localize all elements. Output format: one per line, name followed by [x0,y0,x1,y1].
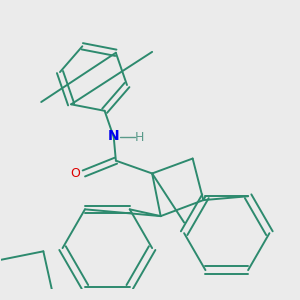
Text: H: H [135,131,144,144]
Text: N: N [108,129,120,143]
Text: O: O [70,167,80,180]
